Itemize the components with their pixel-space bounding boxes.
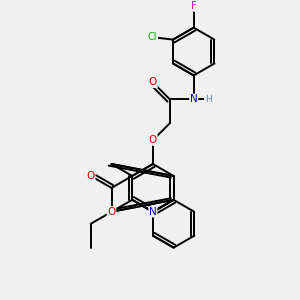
Text: O: O [149,135,157,145]
Text: O: O [107,207,116,217]
Text: O: O [149,77,157,87]
Text: N: N [149,207,157,217]
Text: N: N [190,94,198,104]
Text: Cl: Cl [148,32,158,42]
Text: F: F [191,1,197,11]
Text: H: H [205,95,212,104]
Text: O: O [87,171,95,181]
